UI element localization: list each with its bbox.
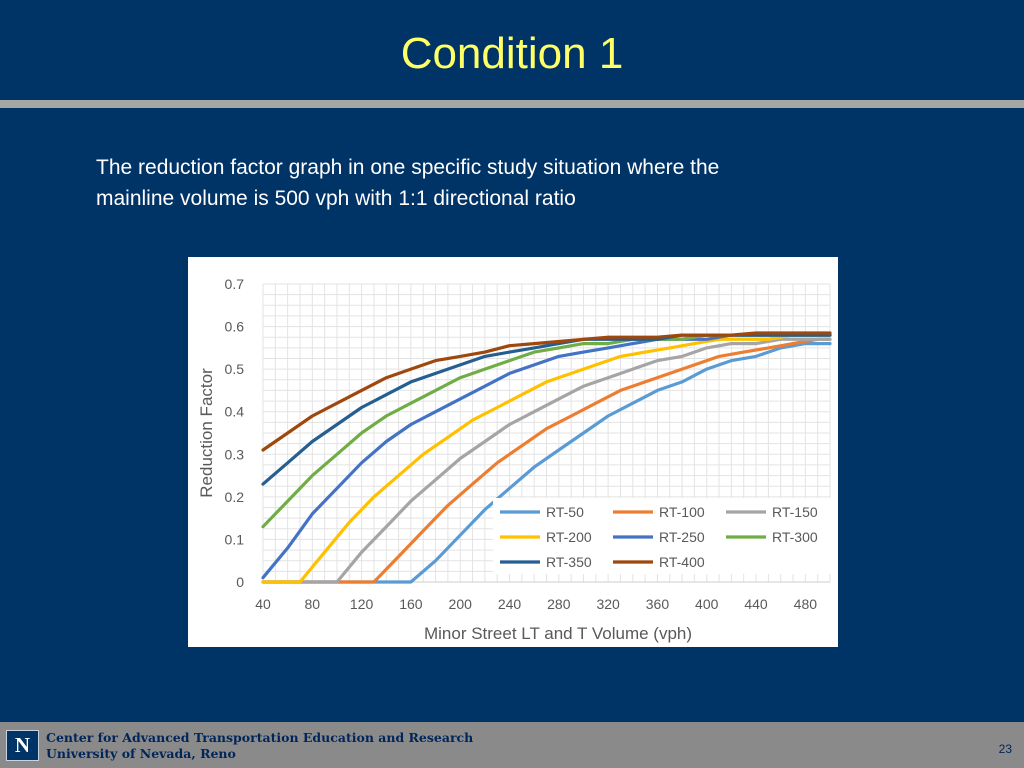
footer-organization: Center for Advanced Transportation Educa… bbox=[46, 730, 473, 762]
x-tick-label: 160 bbox=[399, 596, 423, 612]
legend-background bbox=[493, 498, 833, 574]
slide-title: Condition 1 bbox=[400, 29, 624, 78]
series-line-rt-200 bbox=[261, 333, 832, 584]
y-axis-title: Reduction Factor bbox=[197, 368, 216, 498]
y-tick-label: 0.6 bbox=[225, 319, 245, 335]
x-axis-title: Minor Street LT and T Volume (vph) bbox=[424, 624, 692, 643]
series-line-rt-50 bbox=[261, 341, 832, 584]
y-tick-label: 0 bbox=[236, 574, 244, 590]
legend-label-rt-300: RT-300 bbox=[772, 529, 818, 545]
series-line-rt-150 bbox=[261, 337, 832, 584]
series-line-rt-100 bbox=[261, 337, 832, 584]
y-tick-label: 0.3 bbox=[225, 446, 245, 462]
university-logo: N bbox=[6, 730, 39, 761]
footer-org-line-1: Center for Advanced Transportation Educa… bbox=[46, 730, 474, 745]
legend-label-rt-100: RT-100 bbox=[659, 504, 705, 520]
legend-label-rt-250: RT-250 bbox=[659, 529, 705, 545]
y-tick-label: 0.2 bbox=[225, 489, 245, 505]
chart-canvas: 0 0.1 0.2 0.3 0.4 0.5 0.6 0.7 40 80 120 160 200 240 28… bbox=[197, 276, 833, 643]
x-tick-label: 200 bbox=[449, 596, 473, 612]
x-tick-label: 320 bbox=[596, 596, 620, 612]
legend-label-rt-400: RT-400 bbox=[659, 554, 705, 570]
y-tick-label: 0.1 bbox=[225, 531, 245, 547]
x-tick-label: 120 bbox=[350, 596, 374, 612]
legend-label-rt-200: RT-200 bbox=[546, 529, 592, 545]
x-tick-label: 360 bbox=[646, 596, 670, 612]
legend-label-rt-50: RT-50 bbox=[546, 504, 584, 520]
x-tick-label: 440 bbox=[744, 596, 768, 612]
x-tick-label: 280 bbox=[547, 596, 571, 612]
title-divider bbox=[0, 100, 1024, 108]
legend-label-rt-350: RT-350 bbox=[546, 554, 592, 570]
series-line-rt-400 bbox=[261, 331, 832, 452]
slide-footer: N Center for Advanced Transportation Edu… bbox=[0, 722, 1024, 768]
y-tick-label: 0.4 bbox=[225, 404, 245, 420]
footer-org-line-2: University of Nevada, Reno bbox=[46, 746, 236, 761]
x-tick-label: 40 bbox=[255, 596, 271, 612]
x-tick-label: 240 bbox=[498, 596, 522, 612]
y-tick-label: 0.5 bbox=[225, 361, 245, 377]
x-tick-label: 400 bbox=[695, 596, 719, 612]
reduction-factor-chart: 0 0.1 0.2 0.3 0.4 0.5 0.6 0.7 40 80 120 160 200 240 28… bbox=[188, 257, 838, 647]
x-tick-label: 480 bbox=[794, 596, 818, 612]
body-text-line-1: The reduction factor graph in one specif… bbox=[96, 156, 720, 179]
legend-label-rt-150: RT-150 bbox=[772, 504, 818, 520]
slide-body-text: The reduction factor graph in one specif… bbox=[96, 152, 896, 214]
x-tick-label: 80 bbox=[305, 596, 321, 612]
page-number: 23 bbox=[998, 742, 1012, 756]
body-text-line-2: mainline volume is 500 vph with 1:1 dire… bbox=[96, 187, 576, 210]
y-tick-label: 0.7 bbox=[225, 276, 245, 292]
